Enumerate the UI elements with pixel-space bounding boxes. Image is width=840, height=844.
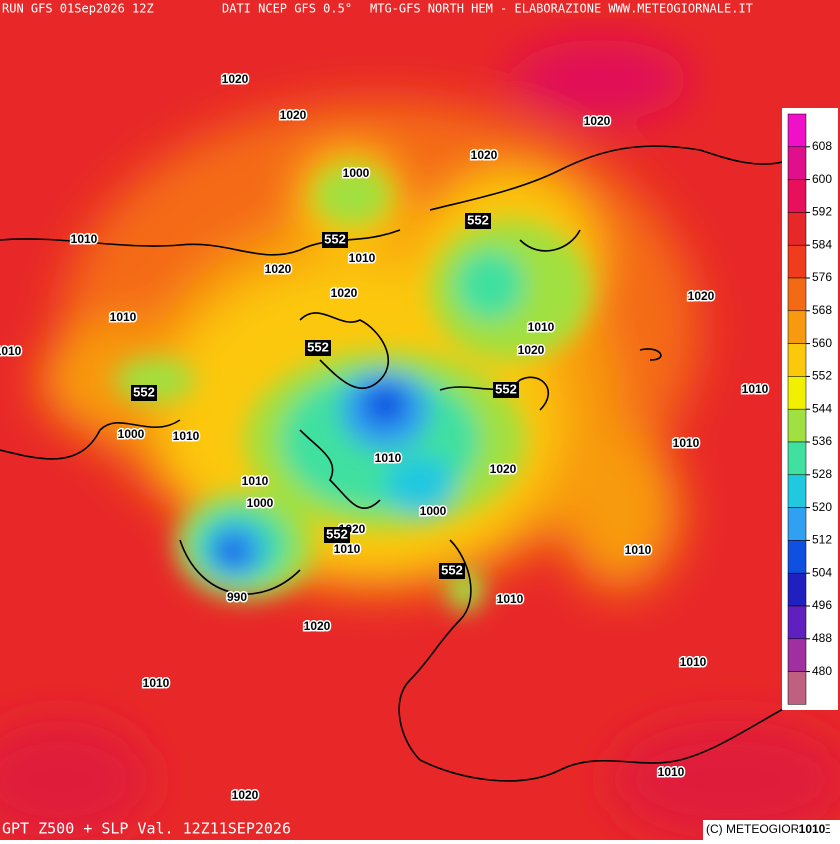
isobar-label: 1020 bbox=[232, 788, 259, 802]
height-label-box bbox=[322, 232, 348, 248]
isobar-label: 1010 bbox=[242, 474, 269, 488]
height-label: 552 bbox=[495, 381, 517, 396]
isobar-label: 1020 bbox=[490, 462, 517, 476]
isobar-label: 1020 bbox=[265, 262, 292, 276]
isobar-label: 1020 bbox=[471, 148, 498, 162]
source-label: DATI NCEP GFS 0.5° bbox=[222, 2, 352, 16]
isobar-label: 1010 bbox=[658, 765, 685, 779]
isobar-label: 1010 bbox=[375, 451, 402, 465]
height-label: 552 bbox=[326, 526, 348, 541]
height-label: 552 bbox=[133, 384, 155, 399]
legend-swatch bbox=[787, 605, 807, 640]
legend-swatch bbox=[787, 212, 807, 246]
legend-swatch bbox=[787, 310, 807, 344]
isobar-label: 1020 bbox=[222, 72, 249, 86]
legend-swatch bbox=[787, 507, 807, 541]
legend-label: 560 bbox=[812, 336, 832, 350]
isobar-label: 1010 bbox=[110, 310, 137, 324]
isobar-label: 1010 bbox=[173, 429, 200, 443]
map-labels: 1020 1020 1020 1020 1000 1010 1020 1010 1020 1020… bbox=[0, 71, 827, 838]
legend-swatch bbox=[787, 572, 807, 607]
legend-swatch bbox=[787, 179, 807, 213]
height-label-box bbox=[439, 563, 465, 579]
legend-label: 488 bbox=[812, 631, 832, 645]
legend-label: 496 bbox=[812, 598, 832, 612]
isobar-label: 1000 bbox=[247, 496, 274, 510]
legend-label: 512 bbox=[812, 533, 832, 547]
isobar-label: 1010 bbox=[143, 676, 170, 690]
isobar-label: 1020 bbox=[518, 343, 545, 357]
isobar-label: 1010 bbox=[528, 320, 555, 334]
legend-label: 568 bbox=[812, 303, 832, 317]
height-label: 552 bbox=[307, 339, 329, 354]
isobar-label: 1020 bbox=[688, 289, 715, 303]
isobar-label: 1010 bbox=[71, 232, 98, 246]
legend-swatch bbox=[787, 474, 807, 508]
isobar-label: 1020 bbox=[331, 286, 358, 300]
legend-label: 600 bbox=[812, 172, 832, 186]
isobar-label: 1020 bbox=[280, 108, 307, 122]
height-label-box bbox=[305, 340, 331, 356]
height-label-box bbox=[465, 213, 491, 229]
copyright: (C) METEOGIORNALE bbox=[706, 822, 831, 836]
height-label-box bbox=[131, 385, 157, 401]
legend-swatch bbox=[787, 343, 807, 377]
isobar-label: 1000 bbox=[343, 166, 370, 180]
isobar-label: 1020 bbox=[304, 619, 331, 633]
legend-swatch bbox=[787, 244, 807, 279]
legend-label: 592 bbox=[812, 205, 832, 219]
legend-swatch bbox=[787, 540, 807, 574]
legend-label: 544 bbox=[812, 401, 832, 415]
legend: 608 600 592 584 576 568 560 552 544 536 528 520 512 5… bbox=[787, 113, 832, 705]
height-label: 552 bbox=[467, 212, 489, 227]
legend-swatch bbox=[787, 408, 807, 443]
height-label-box bbox=[324, 527, 350, 543]
isobar-label: 1010 bbox=[799, 822, 826, 836]
legend-swatch bbox=[787, 146, 807, 180]
isobar-label: 1010 bbox=[680, 655, 707, 669]
producer-label: MTG-GFS NORTH HEM - ELABORAZIONE WWW.MET… bbox=[370, 2, 753, 16]
isobar-label: 1000 bbox=[118, 427, 145, 441]
legend-label: 552 bbox=[812, 369, 832, 383]
legend-label: 584 bbox=[812, 237, 832, 251]
isobar-label: 1010 bbox=[497, 592, 524, 606]
isobar-label: 1010 bbox=[349, 251, 376, 265]
legend-label: 528 bbox=[812, 467, 832, 481]
legend-swatch bbox=[787, 671, 807, 705]
isobar-label: 1010 bbox=[625, 543, 652, 557]
isobar-label: 1010 bbox=[334, 542, 361, 556]
isobar-label: 1020 bbox=[584, 114, 611, 128]
legend-swatch bbox=[787, 638, 807, 672]
isobar-label: 1010 bbox=[742, 382, 769, 396]
legend-label: 520 bbox=[812, 500, 832, 514]
header-band bbox=[0, 0, 840, 18]
copyright-box bbox=[703, 820, 840, 840]
height-label: 552 bbox=[441, 562, 463, 577]
legend-swatch bbox=[787, 376, 807, 410]
legend-label: 608 bbox=[812, 139, 832, 153]
legend-swatch bbox=[787, 113, 807, 148]
run-label: RUN GFS 01Sep2026 12Z bbox=[2, 2, 154, 16]
legend-label: 480 bbox=[812, 664, 832, 678]
legend-label: 576 bbox=[812, 270, 832, 284]
isobar-label: 1000 bbox=[420, 504, 447, 518]
isobar-label: 1010 bbox=[0, 344, 22, 358]
height-label: 552 bbox=[324, 231, 346, 246]
isobar-label: 990 bbox=[227, 590, 247, 604]
isobar-label: 1010 bbox=[673, 436, 700, 450]
footer-title: GPT Z500 + SLP Val. 12Z11SEP2026 bbox=[2, 820, 291, 838]
legend-label: 536 bbox=[812, 434, 832, 448]
legend-swatch bbox=[787, 277, 807, 312]
legend-swatch bbox=[787, 441, 807, 476]
height-label-box bbox=[493, 382, 519, 398]
legend-label: 504 bbox=[812, 565, 832, 579]
